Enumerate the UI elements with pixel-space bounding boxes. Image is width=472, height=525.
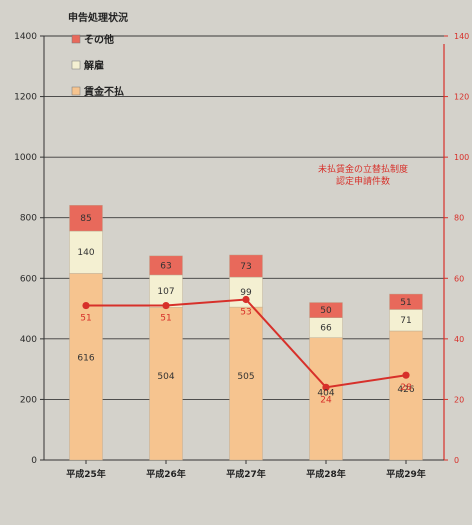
bar-segment [309,302,343,318]
legend-label: その他 [84,33,114,46]
legend-swatch [71,86,81,96]
line-series-annotation: 認定申請件数 [336,175,390,187]
labels: 616 140 85 504 107 63 505 99 73 404 66 50 426 71 51 51 5… [77,214,414,405]
y-right-tick-label: 20 [454,395,464,404]
line-value-label: 53 [240,307,251,317]
bar-value-label: 50 [320,306,332,316]
line-point [402,371,410,379]
axes: 0 200 400 600 800 1000 1200 1400 0 20 40 60 80 100 120… [14,32,469,480]
bar-value-label: 140 [77,248,94,258]
bar-value-label: 404 [317,389,334,399]
bar-segment [389,330,423,461]
bar-segment [229,306,263,461]
y-right-tick-label: 140 [454,32,469,41]
y-right-tick-label: 0 [454,456,459,465]
bar-segment [149,255,183,276]
bar-value-label: 71 [400,316,411,326]
bar-value-label: 85 [80,214,91,224]
x-tick-label: 平成26年 [146,468,186,480]
bar-value-label: 107 [157,287,174,297]
x-tick-label: 平成25年 [66,468,106,480]
bar-segment [389,293,423,310]
bar-segment [69,230,103,274]
y-left-tick-label: 400 [20,335,37,345]
bar-value-label: 99 [240,288,252,298]
bar-value-label: 505 [237,372,254,382]
y-right-tick-label: 60 [454,274,464,283]
legend-label: 賃金不払 [83,85,124,98]
x-tick-label: 平成28年 [306,468,346,480]
line-value-label: 28 [400,383,412,393]
legend-swatch [71,60,81,70]
line-series-annotation: 未払賃金の立替払制度 [318,163,408,175]
line-value-label: 51 [80,314,91,324]
bars [69,205,423,461]
y-left-tick-label: 1200 [14,93,37,103]
y-left-tick-label: 1000 [14,153,37,163]
bar-value-label: 616 [77,353,94,363]
y-left-tick-label: 1400 [14,32,37,42]
bar-segment [149,307,183,461]
y-right-tick-label: 120 [454,93,469,102]
line-series [82,295,410,391]
bar-segment [229,254,263,278]
bar-value-label: 51 [400,298,411,308]
bar-segment [309,337,343,461]
bar-value-label: 66 [320,324,332,334]
y-left-tick-label: 0 [31,456,37,466]
y-right-tick-label: 80 [454,214,464,223]
y-left-tick-label: 200 [20,395,37,405]
y-right-tick-label: 100 [454,153,469,162]
y-right-tick-label: 40 [454,335,464,344]
bar-segment [69,273,103,461]
x-tick-label: 平成27年 [226,468,266,480]
line-point [162,301,170,310]
line-value-label: 24 [320,395,332,405]
bar-value-label: 73 [240,262,251,272]
bar-segment [69,205,103,232]
line-value-label: 51 [160,314,171,324]
line-point [322,383,330,391]
bar-value-label: 504 [157,372,174,382]
bar-value-label: 63 [160,261,171,271]
line-point [242,295,250,304]
legend-title: 申告処理状況 [68,11,128,24]
bar-value-label: 426 [397,385,414,395]
line-point [82,301,90,310]
legend-label: 解雇 [84,59,104,72]
y-left-tick-label: 800 [20,214,37,224]
y-left-tick-label: 600 [20,274,37,284]
x-tick-label: 平成29年 [386,468,426,480]
legend-swatch [71,34,81,44]
